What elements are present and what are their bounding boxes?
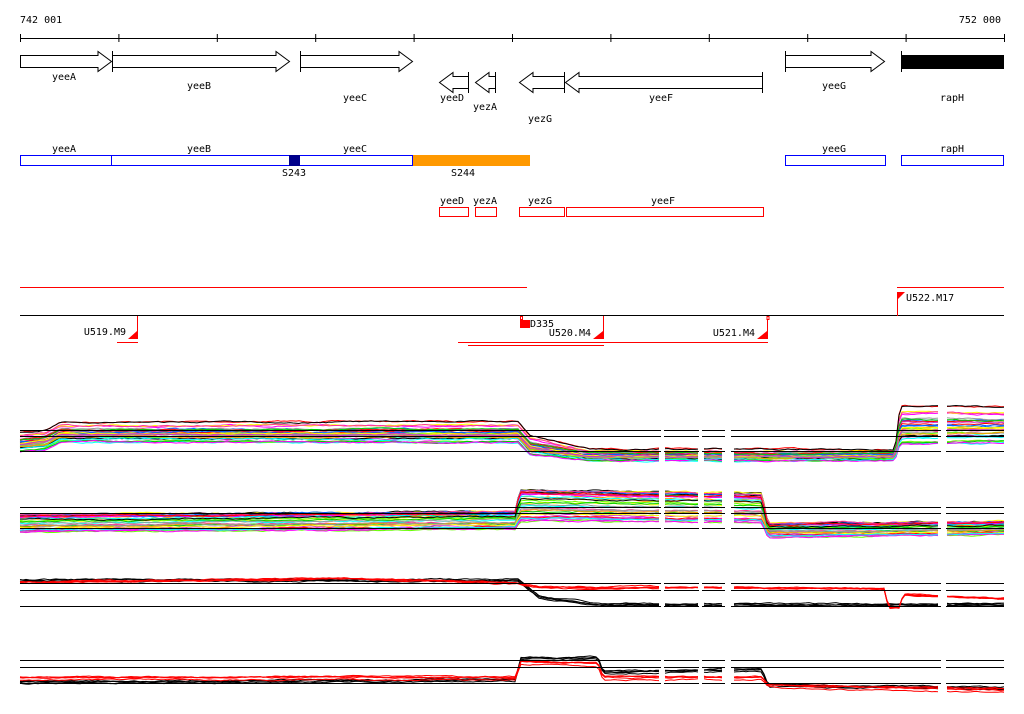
red-profile-line bbox=[19, 660, 1005, 690]
gene-label: yezA bbox=[473, 102, 497, 113]
tu-flag-icon[interactable] bbox=[593, 331, 603, 339]
red-profile-line bbox=[19, 660, 1004, 690]
black-profile-line bbox=[19, 655, 1005, 688]
feature-box-yezG[interactable] bbox=[519, 207, 565, 217]
profile-line bbox=[19, 507, 1005, 533]
segment-label: S243 bbox=[282, 168, 306, 179]
profile-line bbox=[19, 491, 1005, 527]
gene-label: rapH bbox=[940, 93, 964, 104]
profile-line bbox=[19, 489, 1005, 526]
reverse-arrow-icon[interactable] bbox=[474, 71, 496, 94]
gene-label: yeeD bbox=[440, 93, 464, 104]
feature-box-yezA[interactable] bbox=[475, 207, 497, 217]
tu-flag-icon[interactable] bbox=[128, 331, 137, 339]
tu-label-D335[interactable]: D335 bbox=[530, 319, 554, 330]
profile-line bbox=[19, 428, 1005, 459]
gene-label: yeeF bbox=[649, 93, 673, 104]
gene-track: yeeA yeeB yeeC yeeD yezA yezG yeeF yeeG rapH bbox=[20, 50, 1004, 125]
gene-label: yeeA bbox=[52, 72, 76, 83]
operon-label: yeeA bbox=[52, 144, 76, 155]
profile-line bbox=[19, 439, 1005, 463]
profile-line bbox=[19, 512, 1005, 535]
ruler-end-label: 752 000 bbox=[959, 15, 1001, 26]
gene-label: yeeB bbox=[187, 81, 211, 92]
feature-label: yezA bbox=[473, 196, 497, 207]
gene-yeeC[interactable]: yeeC bbox=[300, 50, 414, 104]
tu-label-U522[interactable]: U522.M17 bbox=[906, 293, 954, 304]
forward-arrow-icon[interactable] bbox=[20, 50, 113, 73]
profile-line bbox=[20, 489, 1005, 525]
feature-label: yeeF bbox=[651, 196, 675, 207]
operon-box-yeeABC[interactable] bbox=[20, 155, 413, 166]
reverse-arrow-icon[interactable] bbox=[518, 71, 565, 94]
gene-label: yezG bbox=[528, 114, 552, 125]
gene-label: yeeC bbox=[343, 93, 367, 104]
tu-flag-icon[interactable] bbox=[757, 331, 767, 339]
tu-label-U521[interactable]: U521.M4 bbox=[713, 328, 755, 339]
profile-line bbox=[20, 497, 1005, 528]
reverse-arrow-icon[interactable] bbox=[438, 71, 469, 94]
gene-yeeD[interactable]: yeeD bbox=[438, 71, 469, 104]
gene-yeeA[interactable]: yeeA bbox=[20, 50, 113, 84]
forward-arrow-icon[interactable] bbox=[785, 50, 886, 73]
profile-line bbox=[19, 501, 1005, 530]
red-profile-line bbox=[19, 577, 1005, 609]
tu-flag-icon[interactable] bbox=[897, 292, 905, 300]
gene-yeeB[interactable]: yeeB bbox=[112, 50, 291, 92]
ruler: 742 001 752 000 bbox=[20, 15, 1005, 42]
feature-label: yeeD bbox=[440, 196, 464, 207]
operon-label: yeeB bbox=[187, 144, 211, 155]
segment-S244[interactable] bbox=[413, 155, 530, 166]
profile-line bbox=[19, 493, 1005, 528]
gene-block[interactable] bbox=[901, 55, 1004, 69]
gene-yezA[interactable]: yezA bbox=[473, 71, 497, 113]
transcription-unit-track: U519.M9 D335 U520.M4 U521.M4 U522.M17 bbox=[20, 287, 1004, 346]
segment-S243[interactable] bbox=[289, 155, 300, 166]
feature-label: yezG bbox=[528, 196, 552, 207]
ruler-start-label: 742 001 bbox=[20, 15, 62, 26]
feature-box-yeeF[interactable] bbox=[566, 207, 764, 217]
expression-tracks bbox=[19, 404, 1005, 693]
reverse-feature-track: yeeD yezA yezG yeeF bbox=[439, 196, 764, 217]
gene-rapH[interactable]: rapH bbox=[901, 51, 1004, 104]
black-profile-line bbox=[19, 577, 1004, 606]
gene-yeeF[interactable]: yeeF bbox=[564, 71, 763, 104]
red-profile-line bbox=[20, 663, 1005, 693]
tu-block-D335[interactable] bbox=[520, 320, 530, 328]
tu-tick bbox=[520, 316, 523, 320]
operon-box-rapH[interactable] bbox=[901, 155, 1004, 166]
feature-box-yeeD[interactable] bbox=[439, 207, 469, 217]
operon-track: yeeA yeeB yeeC yeeG rapH S243 S244 bbox=[20, 144, 1004, 179]
tu-label-U520[interactable]: U520.M4 bbox=[549, 328, 591, 339]
forward-arrow-icon[interactable] bbox=[300, 50, 414, 73]
profile-line bbox=[19, 499, 1005, 530]
black-profile-line bbox=[19, 658, 1005, 691]
profile-line bbox=[19, 519, 1004, 539]
reverse-arrow-icon[interactable] bbox=[564, 71, 763, 94]
tu-label-U519[interactable]: U519.M9 bbox=[84, 327, 126, 338]
gene-yezG[interactable]: yezG bbox=[518, 71, 565, 125]
operon-label: rapH bbox=[940, 144, 964, 155]
operon-box-yeeG[interactable] bbox=[785, 155, 886, 166]
operon-label: yeeG bbox=[822, 144, 846, 155]
segment-label: S244 bbox=[451, 168, 475, 179]
gene-label: yeeG bbox=[822, 81, 846, 92]
gene-yeeG[interactable]: yeeG bbox=[785, 50, 886, 92]
black-profile-line bbox=[19, 656, 1005, 690]
operon-label: yeeC bbox=[343, 144, 367, 155]
profile-line bbox=[20, 404, 1005, 452]
profile-line bbox=[19, 428, 1005, 459]
profile-line bbox=[19, 519, 1005, 539]
profile-line bbox=[19, 492, 1005, 527]
forward-arrow-icon[interactable] bbox=[112, 50, 291, 73]
profile-line bbox=[19, 418, 1005, 456]
black-profile-line bbox=[19, 656, 1005, 690]
